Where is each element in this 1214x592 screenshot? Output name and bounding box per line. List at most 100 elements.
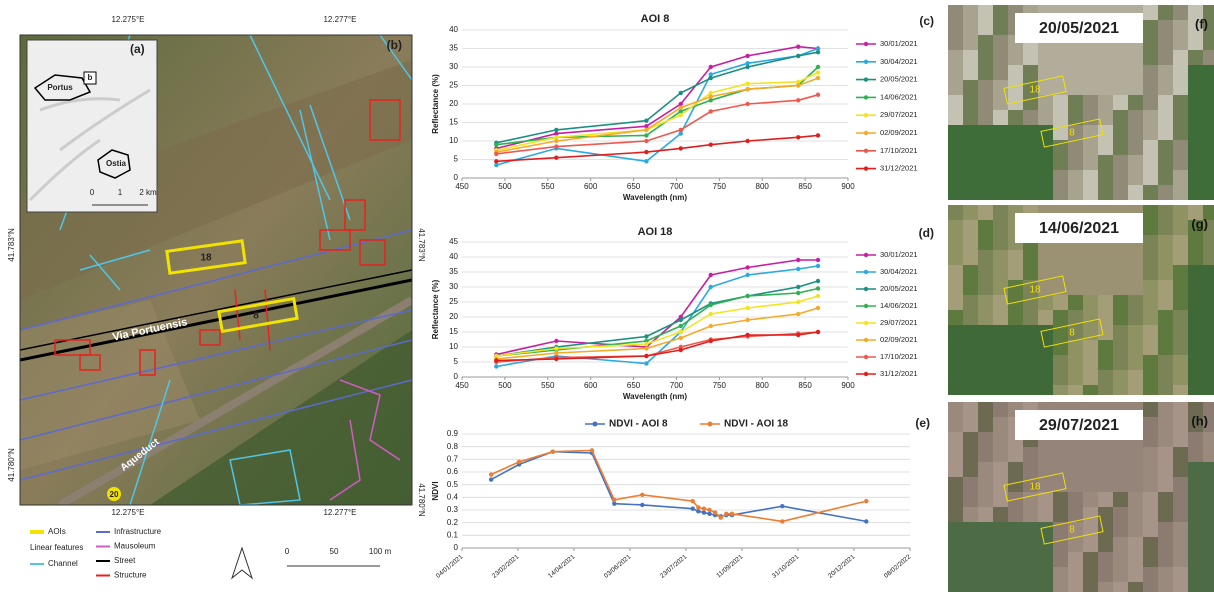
pixel bbox=[1188, 385, 1203, 395]
pixel bbox=[1098, 582, 1113, 592]
aoi-outline bbox=[1003, 275, 1067, 305]
pixel bbox=[963, 340, 978, 355]
pixel bbox=[1158, 492, 1173, 507]
coord-label: 12.275°E bbox=[111, 508, 144, 517]
x-tick-label: 03/06/2021 bbox=[603, 553, 633, 580]
pixel bbox=[993, 507, 1008, 522]
legend-label: 30/04/2021 bbox=[880, 57, 918, 66]
pixel bbox=[993, 20, 1008, 35]
pixel bbox=[1008, 522, 1023, 537]
pixel bbox=[963, 170, 978, 185]
pixel bbox=[1128, 522, 1143, 537]
data-point bbox=[780, 519, 785, 524]
pixel bbox=[1143, 567, 1158, 582]
data-point bbox=[796, 98, 801, 103]
pixel bbox=[1098, 110, 1113, 125]
pixel bbox=[1098, 280, 1113, 295]
pixel bbox=[948, 537, 963, 552]
pixel bbox=[1023, 582, 1038, 592]
data-point bbox=[554, 350, 559, 356]
data-point bbox=[708, 75, 713, 81]
pixel bbox=[993, 35, 1008, 50]
series-line bbox=[496, 295, 819, 357]
pixel bbox=[1083, 50, 1098, 65]
legend-marker bbox=[863, 95, 869, 100]
pixel bbox=[1113, 522, 1128, 537]
legend-label: Infrastructure bbox=[114, 527, 162, 536]
pixel bbox=[978, 385, 993, 395]
pixel bbox=[993, 310, 1008, 325]
y-tick-label: 15 bbox=[449, 118, 458, 127]
pixel bbox=[1023, 552, 1038, 567]
y-tick-label: 0.9 bbox=[447, 429, 459, 438]
data-point bbox=[640, 502, 645, 508]
pixel bbox=[1188, 95, 1203, 110]
pixel bbox=[1113, 170, 1128, 185]
pixel bbox=[1083, 370, 1098, 385]
pixel bbox=[978, 185, 993, 200]
x-tick-label: 900 bbox=[841, 182, 855, 191]
pixel bbox=[1173, 250, 1188, 265]
legend-label: 30/04/2021 bbox=[880, 267, 918, 276]
pixel bbox=[1173, 537, 1188, 552]
pixel bbox=[1203, 537, 1214, 552]
pixel bbox=[1008, 250, 1023, 265]
legend-marker bbox=[863, 148, 869, 153]
pixel bbox=[1143, 185, 1158, 200]
data-point bbox=[745, 332, 750, 338]
pixel bbox=[978, 355, 993, 370]
pixel bbox=[1053, 370, 1068, 385]
pixel bbox=[948, 235, 963, 250]
pixel bbox=[978, 492, 993, 507]
pixel bbox=[1098, 170, 1113, 185]
pixel bbox=[1023, 155, 1038, 170]
pixel bbox=[1203, 170, 1214, 185]
pixel bbox=[1173, 125, 1188, 140]
y-tick-label: 0.8 bbox=[447, 442, 459, 451]
x-tick-label: 650 bbox=[627, 182, 641, 191]
pixel bbox=[1128, 80, 1143, 95]
data-point bbox=[644, 341, 649, 347]
pixel bbox=[1158, 110, 1173, 125]
pixel bbox=[1188, 462, 1203, 477]
pixel bbox=[1203, 20, 1214, 35]
pixel bbox=[993, 537, 1008, 552]
legend-marker bbox=[707, 421, 713, 427]
data-point bbox=[696, 505, 701, 510]
x-tick-label: 900 bbox=[841, 381, 855, 390]
legend-marker bbox=[863, 130, 869, 136]
data-point bbox=[644, 149, 649, 155]
pixel bbox=[1068, 370, 1083, 385]
pixel bbox=[978, 522, 993, 537]
pixel bbox=[978, 35, 993, 50]
pixel bbox=[963, 250, 978, 265]
data-point bbox=[488, 477, 494, 482]
pixel bbox=[1113, 567, 1128, 582]
pixel bbox=[1053, 447, 1068, 462]
data-point bbox=[678, 335, 683, 341]
pixel bbox=[1143, 477, 1158, 492]
pixel bbox=[1113, 552, 1128, 567]
pixel bbox=[978, 447, 993, 462]
x-tick-label: 04/01/2021 bbox=[435, 553, 465, 580]
aoi-outline bbox=[1040, 515, 1104, 545]
panel-label: (f) bbox=[1195, 16, 1208, 31]
pixel bbox=[1158, 280, 1173, 295]
pixel bbox=[978, 477, 993, 492]
pixel bbox=[948, 432, 963, 447]
pixel bbox=[1098, 477, 1113, 492]
pixel bbox=[963, 280, 978, 295]
pixel bbox=[1143, 370, 1158, 385]
pixel bbox=[1128, 355, 1143, 370]
pixel bbox=[1008, 370, 1023, 385]
data-point bbox=[796, 299, 801, 305]
legend-marker bbox=[592, 421, 598, 427]
pixel bbox=[1008, 50, 1023, 65]
inset-place: Ostia bbox=[106, 159, 127, 168]
x-tick-label: 500 bbox=[498, 381, 512, 390]
pixel bbox=[1158, 432, 1173, 447]
pixel bbox=[993, 417, 1008, 432]
pixel bbox=[1203, 567, 1214, 582]
pixel bbox=[1053, 355, 1068, 370]
pixel bbox=[1053, 507, 1068, 522]
